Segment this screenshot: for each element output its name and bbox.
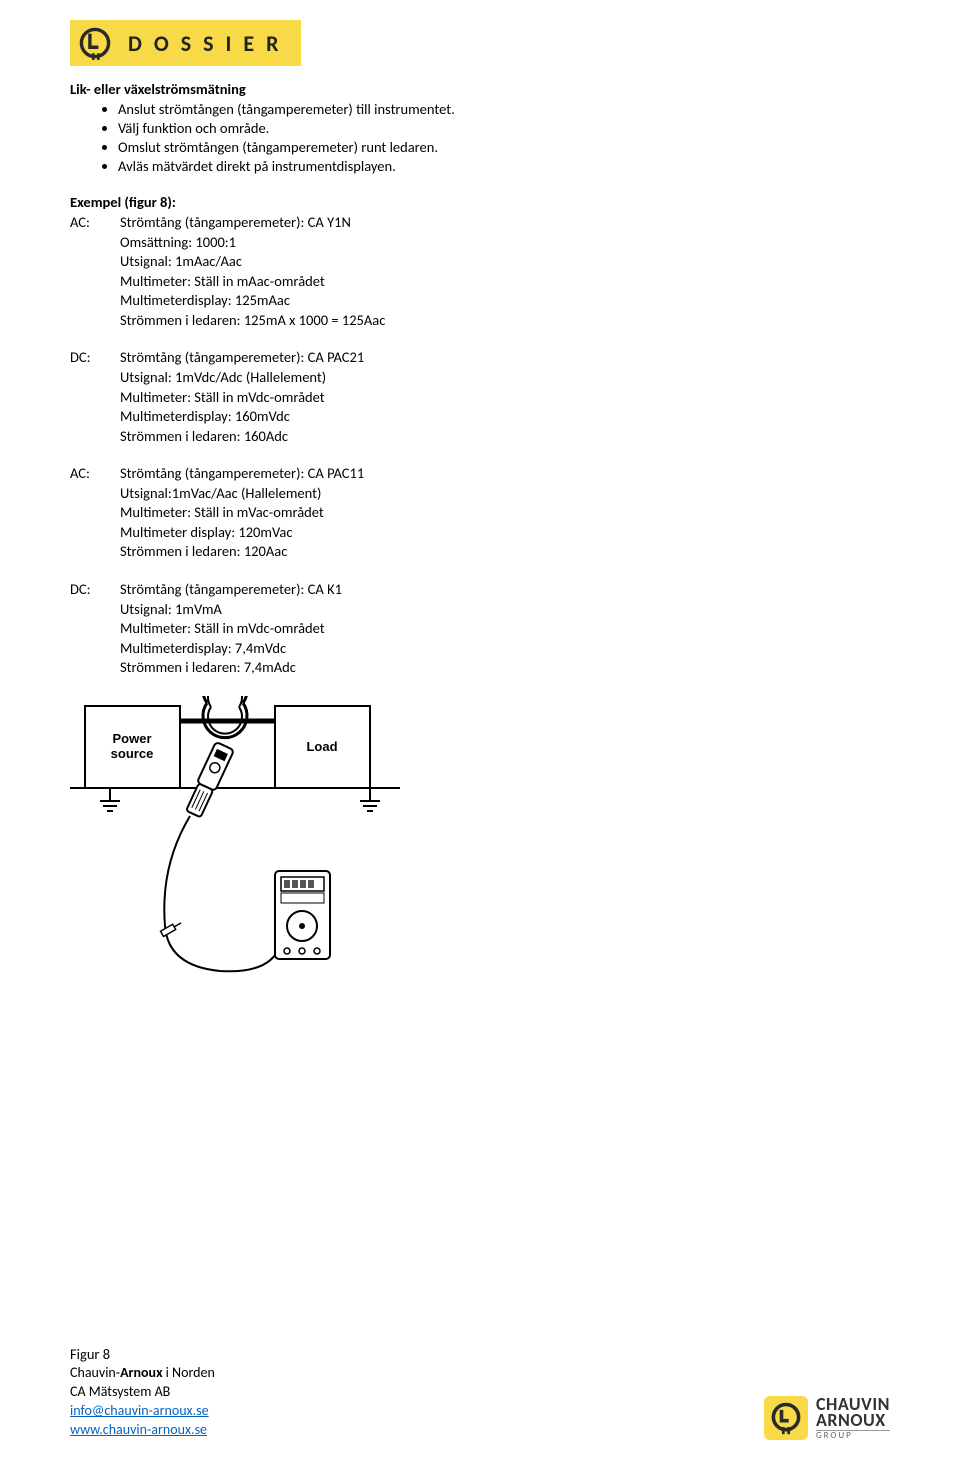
- svg-text:Power: Power: [112, 731, 151, 746]
- footer-logo-line2: ARNOUX: [816, 1412, 890, 1428]
- header-brand-text: DOSSIER: [128, 30, 291, 57]
- entry-label: DC:: [70, 348, 120, 446]
- logo-badge-icon: [76, 24, 114, 62]
- footer-sub: CA Mätsystem AB: [70, 1383, 215, 1402]
- entry-label: DC:: [70, 580, 120, 678]
- example-entry: AC: Strömtång (tångamperemeter): CA PAC1…: [70, 464, 890, 562]
- example-entry: DC: Strömtång (tångamperemeter): CA K1 U…: [70, 580, 890, 678]
- instruction-list: Anslut strömtången (tångamperemeter) til…: [70, 100, 890, 175]
- svg-text:source: source: [111, 746, 154, 761]
- entry-line: Multimeter display: 120mVac: [120, 523, 364, 543]
- entry-line: Utsignal: 1mVdc/Adc (Hallelement): [120, 368, 364, 388]
- section-title: Lik- eller växelströmsmätning: [70, 80, 890, 98]
- entry-line: Multimeter: Ställ in mVac-området: [120, 503, 364, 523]
- entry-line: Strömtång (tångamperemeter): CA PAC21: [120, 348, 364, 368]
- entry-line: Multimeterdisplay: 7,4mVdc: [120, 639, 342, 659]
- entry-line: Strömmen i ledaren: 120Aac: [120, 542, 364, 562]
- entry-line: Strömtång (tångamperemeter): CA PAC11: [120, 464, 364, 484]
- circuit-diagram: Power source Load: [70, 696, 890, 990]
- list-item: Välj funktion och område.: [118, 119, 890, 137]
- list-item: Omslut strömtången (tångamperemeter) run…: [118, 138, 890, 156]
- footer-logo-icon: [764, 1396, 808, 1440]
- example-entry: DC: Strömtång (tångamperemeter): CA PAC2…: [70, 348, 890, 446]
- entry-line: Omsättning: 1000:1: [120, 233, 385, 253]
- entry-line: Utsignal: 1mVmA: [120, 600, 342, 620]
- list-item: Avläs mätvärdet direkt på instrumentdisp…: [118, 157, 890, 175]
- page-footer: Figur 8 Chauvin-Arnoux i Norden CA Mätsy…: [70, 1339, 890, 1440]
- entry-label: AC:: [70, 464, 120, 562]
- entry-line: Multimeter: Ställ in mVdc-området: [120, 619, 342, 639]
- entry-line: Multimeterdisplay: 125mAac: [120, 291, 385, 311]
- entry-line: Multimeter: Ställ in mAac-området: [120, 272, 385, 292]
- entry-line: Strömmen i ledaren: 160Adc: [120, 427, 364, 447]
- footer-web-link[interactable]: www.chauvin-arnoux.se: [70, 1421, 207, 1438]
- entry-line: Strömtång (tångamperemeter): CA K1: [120, 580, 342, 600]
- entry-line: Multimeter: Ställ in mVdc-området: [120, 388, 364, 408]
- example-heading: Exempel (figur 8):: [70, 193, 890, 211]
- figure-caption: Figur 8: [70, 1345, 215, 1365]
- entry-line: Utsignal:1mVac/Aac (Hallelement): [120, 484, 364, 504]
- footer-logo-line3: GROUP: [816, 1430, 890, 1440]
- header-logo: DOSSIER: [70, 20, 301, 66]
- entry-line: Multimeterdisplay: 160mVdc: [120, 407, 364, 427]
- entry-line: Strömmen i ledaren: 7,4mAdc: [120, 658, 342, 678]
- footer-logo: CHAUVIN ARNOUX GROUP: [764, 1396, 890, 1440]
- footer-company: Chauvin-Arnoux i Norden: [70, 1364, 215, 1383]
- entry-line: Strömtång (tångamperemeter): CA Y1N: [120, 213, 385, 233]
- svg-text:Load: Load: [306, 739, 337, 754]
- entry-line: Strömmen i ledaren: 125mA x 1000 = 125Aa…: [120, 311, 385, 331]
- footer-email-link[interactable]: info@chauvin-arnoux.se: [70, 1402, 209, 1419]
- entry-line: Utsignal: 1mAac/Aac: [120, 252, 385, 272]
- entry-label: AC:: [70, 213, 120, 330]
- example-entry: AC: Strömtång (tångamperemeter): CA Y1N …: [70, 213, 890, 330]
- list-item: Anslut strömtången (tångamperemeter) til…: [118, 100, 890, 118]
